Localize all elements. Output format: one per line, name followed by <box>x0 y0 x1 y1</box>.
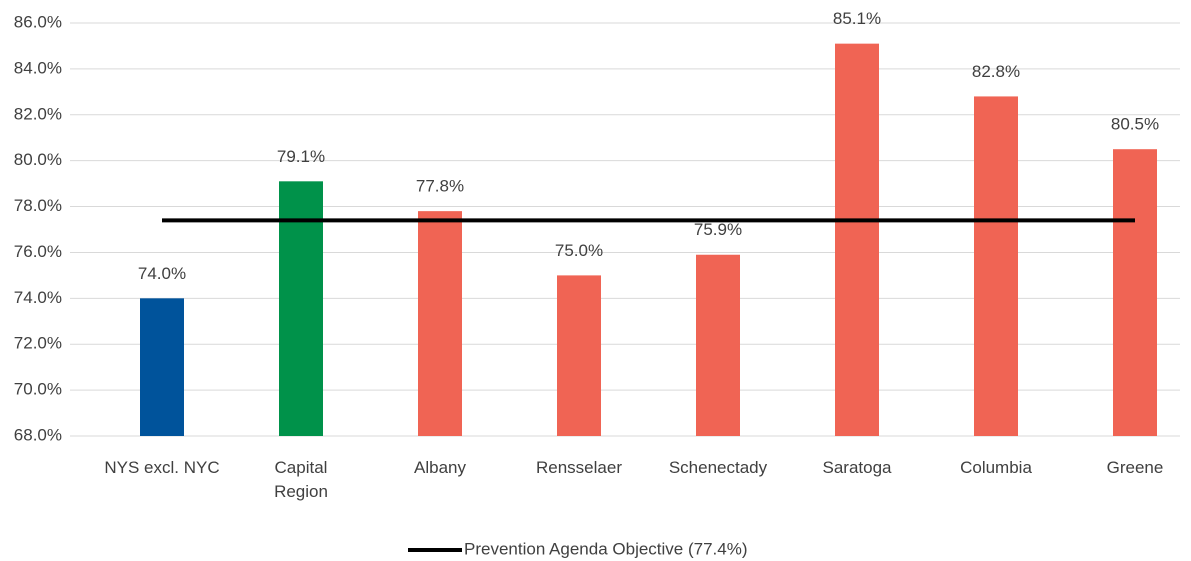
x-tick-label: Greene <box>1106 458 1164 477</box>
value-label: 75.0% <box>555 241 603 260</box>
x-tick-label: Columbia <box>960 458 1032 477</box>
bar <box>974 96 1018 436</box>
x-tick-label: Rensselaer <box>536 458 622 477</box>
value-label: 82.8% <box>972 62 1020 81</box>
y-tick-label: 80.0% <box>14 150 62 169</box>
value-label: 85.1% <box>833 9 881 28</box>
x-tick-label: Albany <box>414 458 466 477</box>
bar <box>835 43 879 437</box>
y-tick-label: 74.0% <box>14 288 62 307</box>
legend-label: Prevention Agenda Objective (77.4%) <box>464 539 748 558</box>
y-tick-label: 86.0% <box>14 12 62 31</box>
bar <box>557 275 601 436</box>
y-tick-label: 72.0% <box>14 334 62 353</box>
bar <box>696 254 740 436</box>
value-label: 80.5% <box>1111 115 1159 134</box>
y-tick-label: 70.0% <box>14 380 62 399</box>
value-label: 77.8% <box>416 177 464 196</box>
value-label: 74.0% <box>138 264 186 283</box>
bar <box>418 211 462 436</box>
y-tick-label: 68.0% <box>14 425 62 444</box>
y-tick-label: 78.0% <box>14 196 62 215</box>
x-tick-label: Capital Region <box>274 458 328 501</box>
x-tick-label: Schenectady <box>668 458 768 477</box>
value-label: 79.1% <box>277 147 325 166</box>
bar <box>279 181 323 436</box>
y-tick-label: 84.0% <box>14 58 62 77</box>
bar <box>140 298 184 436</box>
x-tick-label: NYS excl. NYC <box>104 458 220 477</box>
bar <box>1113 149 1157 436</box>
x-tick-label: Saratoga <box>822 458 892 477</box>
y-tick-label: 76.0% <box>14 242 62 261</box>
y-tick-label: 82.0% <box>14 104 62 123</box>
value-label: 75.9% <box>694 220 742 239</box>
